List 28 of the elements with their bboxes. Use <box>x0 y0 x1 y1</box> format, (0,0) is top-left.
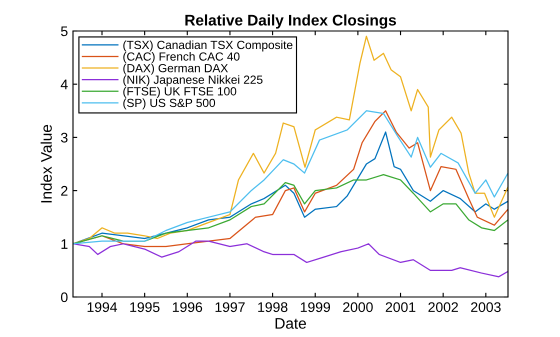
y-tick-label: 2 <box>61 186 68 196</box>
legend-label: (DAX) German DAX <box>123 64 228 75</box>
legend-label: (CAC) French CAC 40 <box>123 52 240 64</box>
y-axis-title: Index Value <box>40 124 52 202</box>
y-tick-label: 4 <box>60 80 68 90</box>
y-tick-label: 5 <box>60 26 68 36</box>
line-series <box>73 240 508 278</box>
line-series <box>73 36 508 244</box>
legend-label: (FTSE) UK FTSE 100 <box>123 86 236 98</box>
legend-label: (SP) US S&P 500 <box>123 98 216 110</box>
x-tick-label: 2001 <box>386 302 416 312</box>
legend-label: (NIK) Japanese Nikkei 225 <box>123 75 263 86</box>
line-series <box>73 174 508 244</box>
chart-title: Relative Daily Index Closings <box>185 14 396 29</box>
x-tick-label: 1997 <box>216 302 245 312</box>
x-tick-label: 2002 <box>428 302 458 312</box>
x-tick-label: 1994 <box>88 302 118 312</box>
y-tick-label: 0 <box>60 292 68 302</box>
x-axis-title: Date <box>276 318 306 329</box>
x-tick-label: 1995 <box>130 302 160 312</box>
y-tick-label: 1 <box>61 239 68 249</box>
y-tick-label: 3 <box>60 132 68 143</box>
x-tick-label: 1998 <box>258 302 288 312</box>
legend-label: (TSX) Canadian TSX Composite <box>123 40 292 52</box>
x-tick-label: 2000 <box>343 302 373 312</box>
x-tick-label: 1999 <box>300 302 330 312</box>
x-tick-label: 2003 <box>471 302 501 312</box>
x-tick-label: 1996 <box>172 302 202 312</box>
